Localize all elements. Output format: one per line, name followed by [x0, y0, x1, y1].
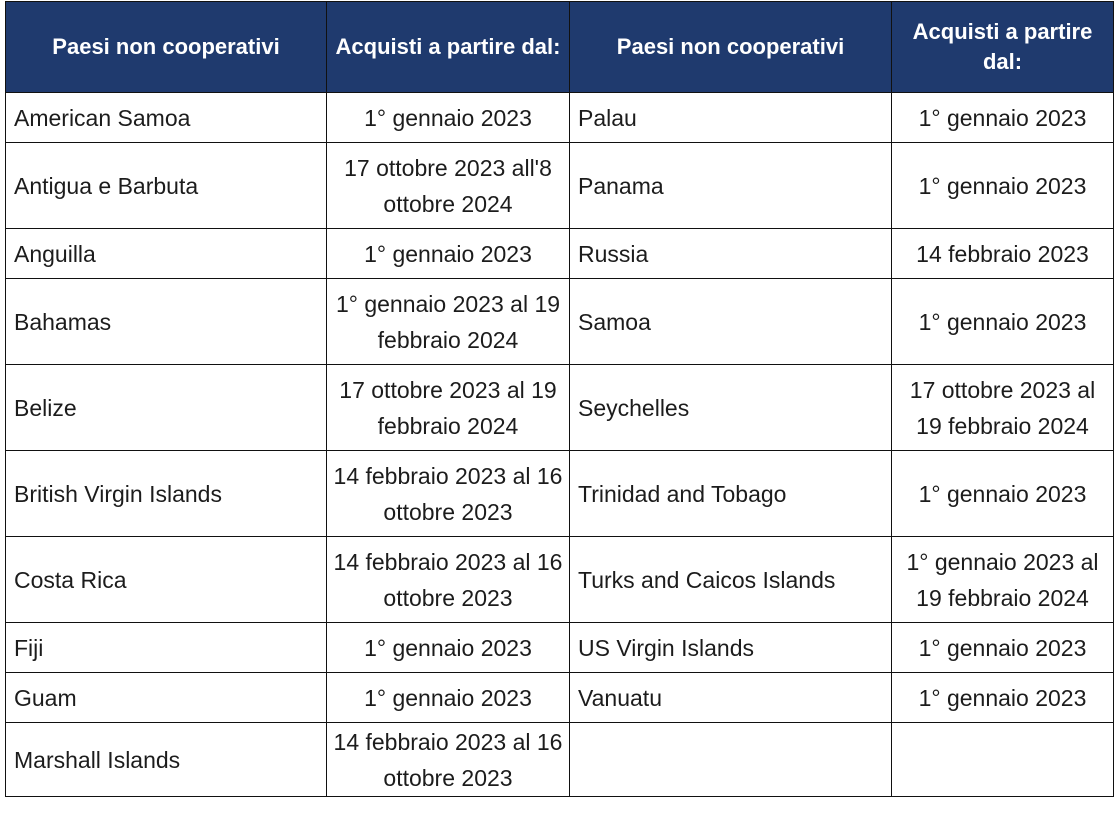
- left-date-cell: 1° gennaio 2023: [326, 622, 570, 673]
- right-country-cell: Trinidad and Tobago: [569, 450, 892, 537]
- table-row: Belize 17 ottobre 2023 al 19 febbraio 20…: [5, 364, 1114, 451]
- header-date-left: Acquisti a partire dal:: [326, 1, 570, 93]
- table-row: Bahamas 1° gennaio 2023 al 19 febbraio 2…: [5, 278, 1114, 365]
- left-date-cell: 14 febbraio 2023 al 16 ottobre 2023: [326, 536, 570, 623]
- left-date-cell: 1° gennaio 2023: [326, 672, 570, 723]
- header-country-left: Paesi non cooperativi: [5, 1, 327, 93]
- right-date-cell: 1° gennaio 2023 al 19 febbraio 2024: [891, 536, 1114, 623]
- right-country-cell: Palau: [569, 92, 892, 143]
- left-date-cell: 14 febbraio 2023 al 16 ottobre 2023: [326, 722, 570, 797]
- right-country-cell-empty: [569, 722, 892, 797]
- right-date-cell: 1° gennaio 2023: [891, 622, 1114, 673]
- header-date-right: Acquisti a partire dal:: [891, 1, 1114, 93]
- left-date-cell: 1° gennaio 2023: [326, 228, 570, 279]
- table-row: Marshall Islands 14 febbraio 2023 al 16 …: [5, 722, 1114, 797]
- table-row: British Virgin Islands 14 febbraio 2023 …: [5, 450, 1114, 537]
- table-row: Fiji 1° gennaio 2023 US Virgin Islands 1…: [5, 622, 1114, 673]
- right-date-cell: 14 febbraio 2023: [891, 228, 1114, 279]
- left-country-cell: American Samoa: [5, 92, 327, 143]
- table-row: Guam 1° gennaio 2023 Vanuatu 1° gennaio …: [5, 672, 1114, 723]
- right-country-cell: Turks and Caicos Islands: [569, 536, 892, 623]
- table-row: Costa Rica 14 febbraio 2023 al 16 ottobr…: [5, 536, 1114, 623]
- left-country-cell: Anguilla: [5, 228, 327, 279]
- left-date-cell: 1° gennaio 2023 al 19 febbraio 2024: [326, 278, 570, 365]
- right-date-cell: 1° gennaio 2023: [891, 142, 1114, 229]
- table-row: Anguilla 1° gennaio 2023 Russia 14 febbr…: [5, 228, 1114, 279]
- left-country-cell: Marshall Islands: [5, 722, 327, 797]
- left-country-cell: Guam: [5, 672, 327, 723]
- non-cooperative-countries-table: Paesi non cooperativi Acquisti a partire…: [5, 1, 1114, 797]
- right-country-cell: Vanuatu: [569, 672, 892, 723]
- right-country-cell: Panama: [569, 142, 892, 229]
- table-row: Antigua e Barbuta 17 ottobre 2023 all'8 …: [5, 142, 1114, 229]
- right-date-cell: 1° gennaio 2023: [891, 92, 1114, 143]
- left-country-cell: Costa Rica: [5, 536, 327, 623]
- left-date-cell: 1° gennaio 2023: [326, 92, 570, 143]
- right-date-cell: 17 ottobre 2023 al 19 febbraio 2024: [891, 364, 1114, 451]
- header-country-right: Paesi non cooperativi: [569, 1, 892, 93]
- left-country-cell: Antigua e Barbuta: [5, 142, 327, 229]
- right-date-cell: 1° gennaio 2023: [891, 450, 1114, 537]
- left-country-cell: Bahamas: [5, 278, 327, 365]
- left-country-cell: British Virgin Islands: [5, 450, 327, 537]
- right-date-cell-empty: [891, 722, 1114, 797]
- right-country-cell: US Virgin Islands: [569, 622, 892, 673]
- left-date-cell: 17 ottobre 2023 al 19 febbraio 2024: [326, 364, 570, 451]
- right-country-cell: Samoa: [569, 278, 892, 365]
- right-date-cell: 1° gennaio 2023: [891, 278, 1114, 365]
- left-date-cell: 14 febbraio 2023 al 16 ottobre 2023: [326, 450, 570, 537]
- left-country-cell: Fiji: [5, 622, 327, 673]
- table-row: American Samoa 1° gennaio 2023 Palau 1° …: [5, 92, 1114, 143]
- right-date-cell: 1° gennaio 2023: [891, 672, 1114, 723]
- left-date-cell: 17 ottobre 2023 all'8 ottobre 2024: [326, 142, 570, 229]
- left-country-cell: Belize: [5, 364, 327, 451]
- right-country-cell: Russia: [569, 228, 892, 279]
- right-country-cell: Seychelles: [569, 364, 892, 451]
- header-row: Paesi non cooperativi Acquisti a partire…: [5, 1, 1114, 93]
